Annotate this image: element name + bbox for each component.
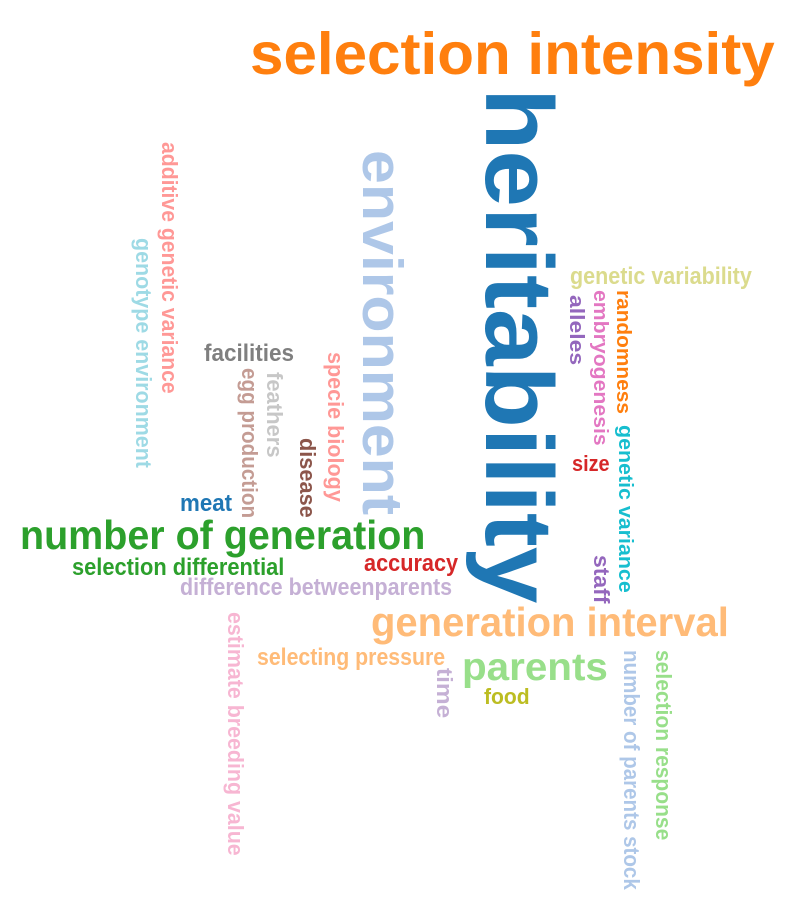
word-selection-intensity: selection intensity	[250, 21, 775, 87]
word-parents: parents	[462, 646, 608, 689]
word-accuracy: accuracy	[364, 550, 459, 577]
word-environment: environment	[350, 150, 414, 516]
word-genotype-environment: genotype environment	[131, 238, 156, 468]
word-staff: staff	[589, 555, 614, 604]
word-randomness: randomness	[612, 290, 634, 414]
word-heritability: heritability	[465, 88, 572, 604]
word-number-of-generation: number of generation	[20, 512, 426, 558]
word-generation-interval: generation interval	[371, 599, 729, 645]
word-genetic-variance: genetic variance	[614, 425, 636, 593]
word-specie-biology: specie biology	[323, 352, 348, 502]
word-estimate-breeding-value: estimate breeding value	[223, 612, 248, 856]
word-alleles: alleles	[565, 295, 587, 366]
word-number-of-parents-stock: number of parents stock	[619, 650, 644, 890]
word-time: time	[432, 668, 457, 719]
word-selection-response: selection response	[651, 650, 676, 841]
word-size: size	[572, 451, 610, 476]
word-embryogenesis: embryogenesis	[589, 290, 611, 446]
word-egg-production: egg production	[237, 368, 262, 519]
word-food: food	[484, 684, 530, 709]
word-selecting-pressure: selecting pressure	[257, 644, 446, 671]
word-feathers: feathers	[262, 372, 287, 458]
word-facilities: facilities	[204, 340, 295, 367]
word-genetic-variability: genetic variability	[570, 263, 752, 290]
word-additive-genetic-variance: additive genetic variance	[157, 142, 182, 394]
word-meat: meat	[180, 490, 233, 517]
word-selection-differential: selection differential	[72, 554, 285, 581]
word-disease: disease	[295, 438, 320, 518]
word-difference-betweenparents: difference betweenparents	[180, 574, 453, 601]
